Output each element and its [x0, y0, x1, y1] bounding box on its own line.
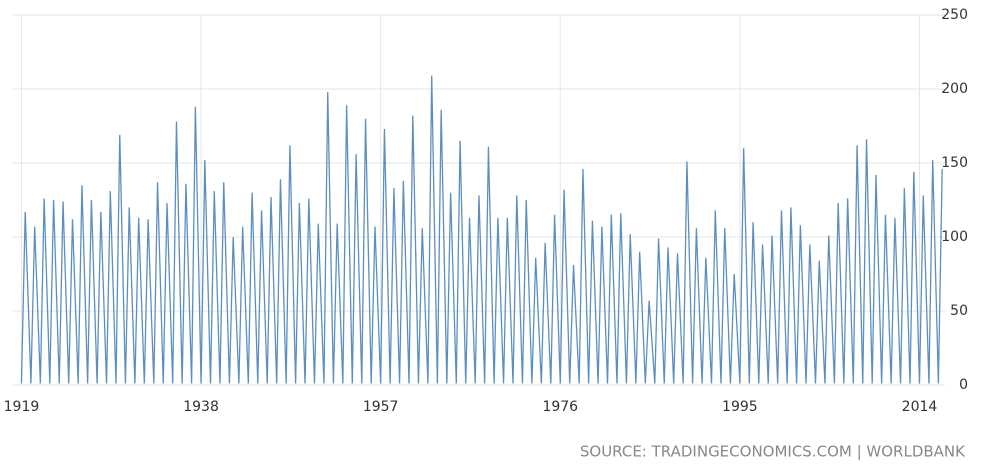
- source: SOURCE: TRADINGECONOMICS.COM | WORLDBANK: [580, 443, 966, 461]
- x-tick-label: 1957: [363, 399, 399, 415]
- y-tick-label: 0: [959, 377, 968, 393]
- x-tick-label: 1995: [722, 399, 758, 415]
- y-tick-label: 100: [941, 229, 968, 245]
- x-tick-label: 1976: [542, 399, 578, 415]
- x-tick-label: 2014: [902, 399, 938, 415]
- x-tick-label: 1938: [183, 399, 219, 415]
- y-tick-label: 150: [941, 155, 968, 171]
- y-tick-label: 200: [941, 81, 968, 97]
- y-tick-label: 50: [950, 303, 968, 319]
- y-tick-label: 250: [941, 7, 968, 23]
- x-tick-label: 1919: [4, 399, 40, 415]
- data-line: [20, 75, 943, 384]
